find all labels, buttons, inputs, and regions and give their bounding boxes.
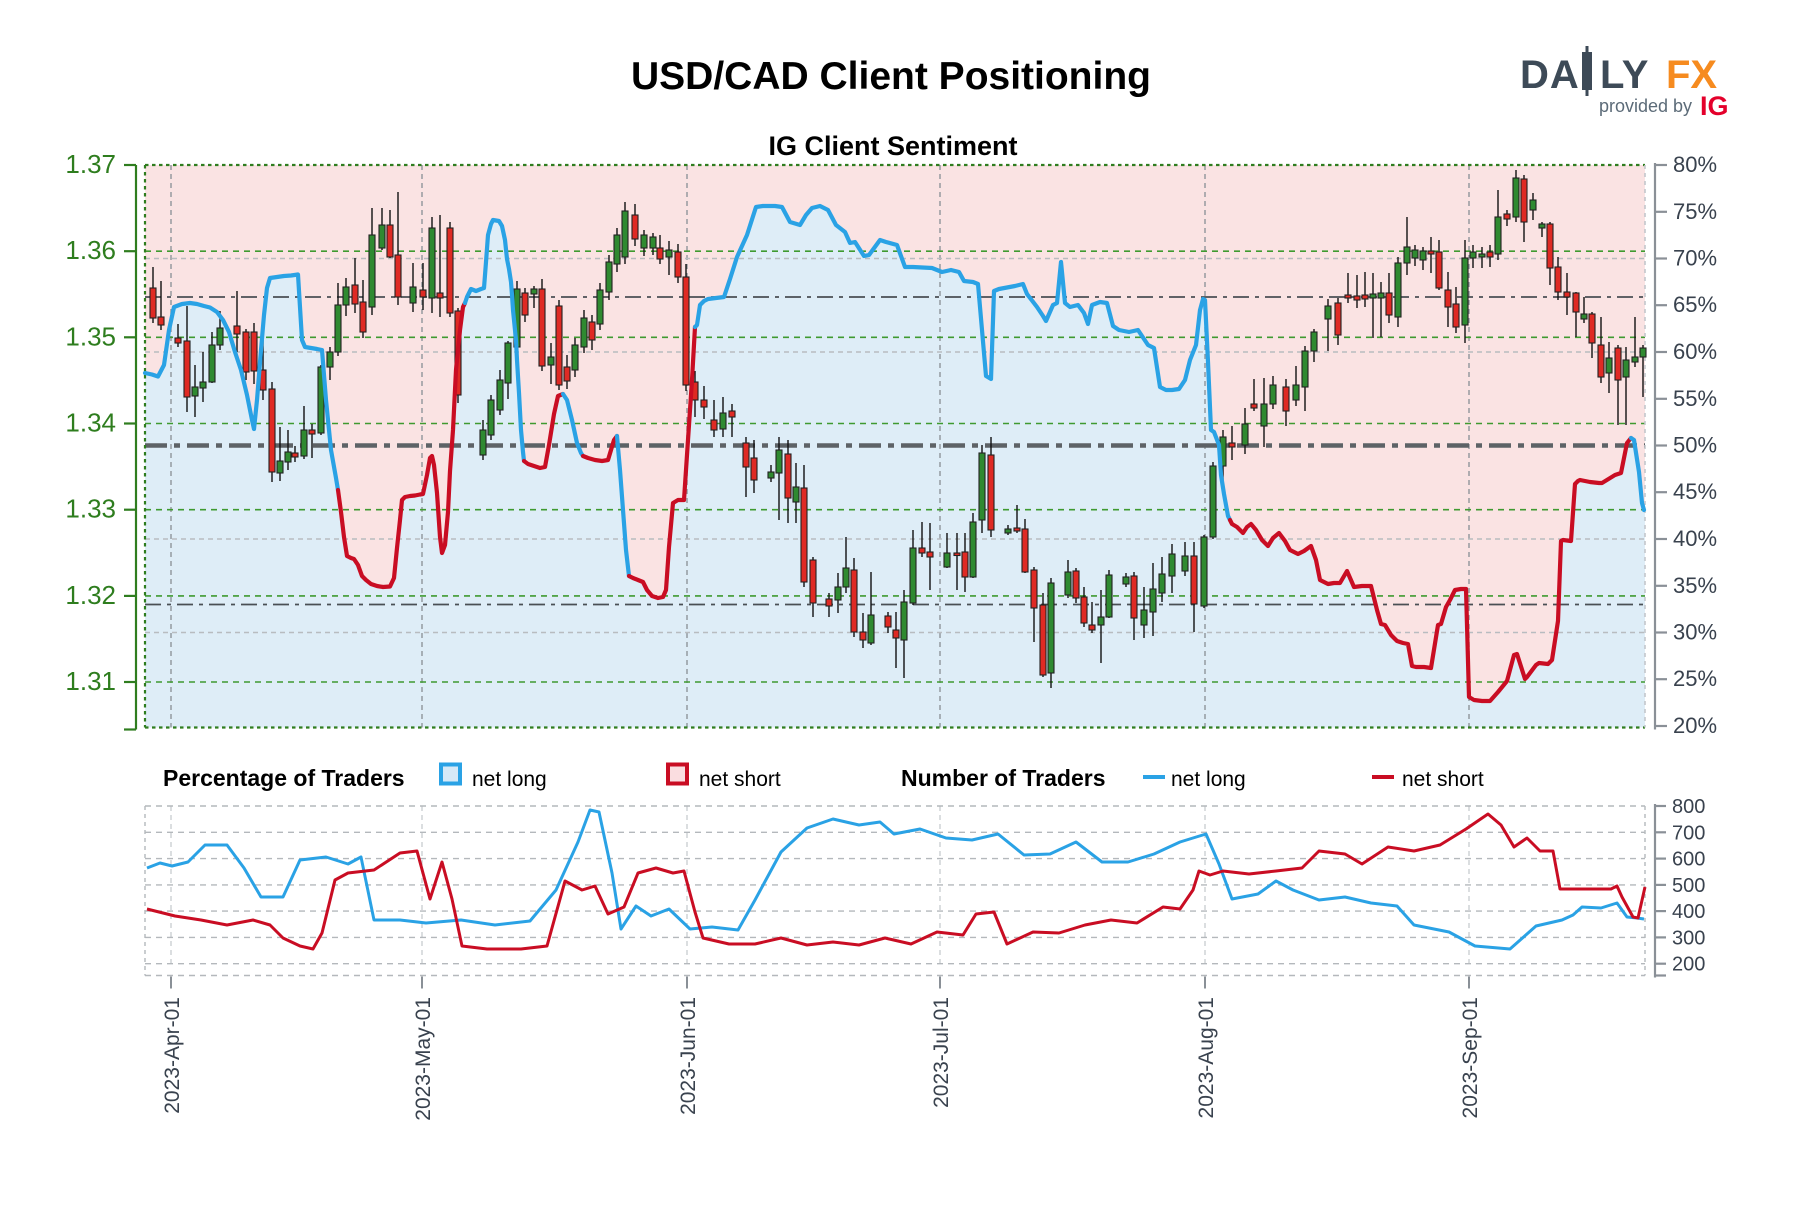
svg-text:IG: IG [1700, 91, 1729, 121]
svg-text:25%: 25% [1673, 666, 1717, 691]
svg-text:net long: net long [1171, 768, 1246, 791]
svg-text:LY: LY [1600, 53, 1649, 97]
svg-text:50%: 50% [1673, 433, 1717, 458]
svg-text:400: 400 [1672, 901, 1705, 923]
svg-text:70%: 70% [1673, 246, 1717, 271]
svg-text:1.34: 1.34 [65, 408, 116, 438]
svg-text:2023-Apr-01: 2023-Apr-01 [161, 997, 184, 1114]
svg-text:USD/CAD Client Positioning: USD/CAD Client Positioning [631, 55, 1151, 98]
svg-text:1.37: 1.37 [65, 149, 116, 179]
svg-text:65%: 65% [1673, 292, 1717, 317]
svg-text:Number of Traders: Number of Traders [901, 765, 1106, 791]
svg-text:net short: net short [699, 768, 781, 791]
svg-text:DA: DA [1520, 53, 1580, 97]
svg-text:500: 500 [1672, 875, 1705, 897]
svg-text:2023-Jul-01: 2023-Jul-01 [930, 997, 953, 1108]
svg-text:600: 600 [1672, 849, 1705, 871]
svg-text:55%: 55% [1673, 386, 1717, 411]
svg-text:700: 700 [1672, 822, 1705, 844]
svg-text:800: 800 [1672, 796, 1705, 818]
svg-text:net long: net long [472, 768, 547, 791]
svg-text:2023-May-01: 2023-May-01 [412, 997, 435, 1121]
svg-text:IG Client Sentiment: IG Client Sentiment [768, 131, 1017, 161]
svg-text:80%: 80% [1673, 152, 1717, 177]
svg-text:2023-Sep-01: 2023-Sep-01 [1459, 997, 1482, 1118]
svg-text:30%: 30% [1673, 620, 1717, 645]
svg-text:35%: 35% [1673, 573, 1717, 598]
svg-text:FX: FX [1666, 53, 1717, 97]
svg-text:2023-Jun-01: 2023-Jun-01 [677, 997, 700, 1115]
svg-text:2023-Aug-01: 2023-Aug-01 [1195, 997, 1218, 1118]
svg-text:40%: 40% [1673, 526, 1717, 551]
svg-text:45%: 45% [1673, 479, 1717, 504]
svg-text:1.31: 1.31 [65, 666, 116, 696]
svg-text:provided by: provided by [1599, 96, 1692, 116]
svg-text:300: 300 [1672, 927, 1705, 949]
svg-text:20%: 20% [1673, 713, 1717, 738]
svg-text:1.33: 1.33 [65, 494, 116, 524]
svg-text:1.36: 1.36 [65, 235, 116, 265]
svg-text:1.32: 1.32 [65, 580, 116, 610]
svg-text:75%: 75% [1673, 199, 1717, 224]
svg-text:200: 200 [1672, 954, 1705, 976]
svg-text:net short: net short [1402, 768, 1484, 791]
svg-text:60%: 60% [1673, 339, 1717, 364]
svg-text:1.35: 1.35 [65, 321, 116, 351]
svg-text:Percentage of Traders: Percentage of Traders [163, 765, 405, 791]
